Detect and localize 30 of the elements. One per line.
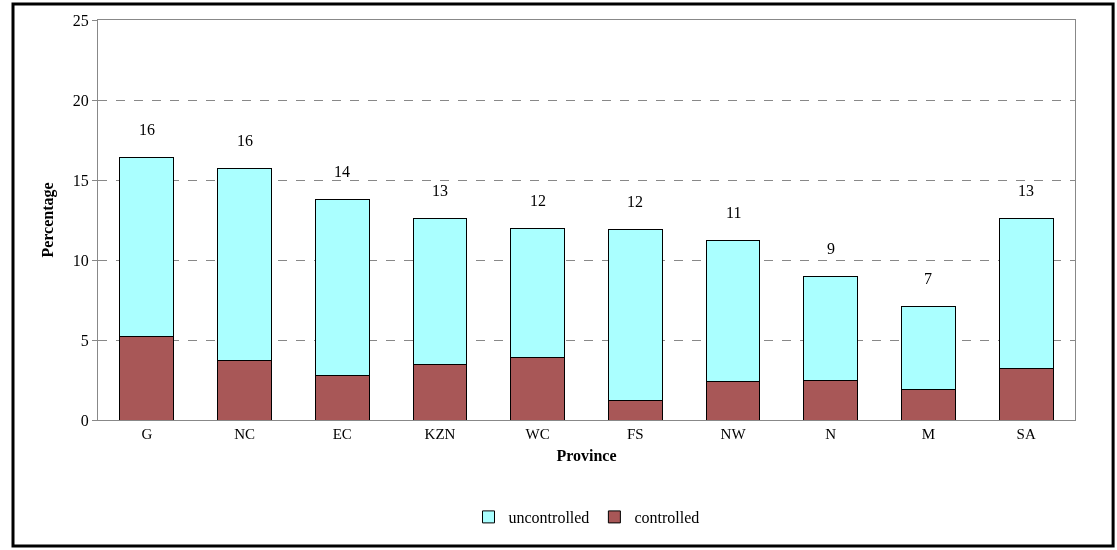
- x-tick-label: FS: [627, 426, 644, 442]
- x-tick-label: M: [921, 426, 936, 442]
- total-label: 14: [334, 163, 350, 180]
- total-label: 7: [924, 270, 932, 287]
- total-label: 12: [530, 192, 546, 209]
- x-tick-label: EC: [332, 426, 352, 442]
- total-label: 13: [432, 182, 448, 199]
- y-tick-label: 20: [72, 91, 89, 109]
- y-tick-label: 15: [72, 171, 89, 189]
- total-label: 12: [627, 193, 643, 210]
- x-tick-label: KZN: [424, 426, 456, 442]
- y-tick-label: 0: [80, 411, 89, 429]
- y-axis-title: Percentage: [38, 182, 57, 258]
- y-tick-label: 10: [72, 251, 89, 269]
- x-axis-title: Province: [556, 446, 617, 464]
- x-tick-label: N: [825, 426, 837, 442]
- x-tick-label: G: [141, 426, 153, 442]
- legend-label: uncontrolled: [508, 509, 590, 527]
- total-label: 13: [1018, 182, 1034, 199]
- x-tick-label: WC: [525, 426, 550, 442]
- total-label: 16: [139, 121, 155, 138]
- total-label: 11: [726, 204, 742, 221]
- total-label: 16: [237, 132, 253, 149]
- x-tick-label: NW: [720, 426, 747, 442]
- y-tick-label: 25: [72, 11, 89, 29]
- x-tick-label: NC: [234, 426, 255, 442]
- legend-label: controlled: [634, 509, 700, 527]
- x-tick-label: SA: [1016, 426, 1036, 442]
- total-label: 9: [827, 240, 835, 257]
- y-tick-label: 5: [80, 331, 89, 349]
